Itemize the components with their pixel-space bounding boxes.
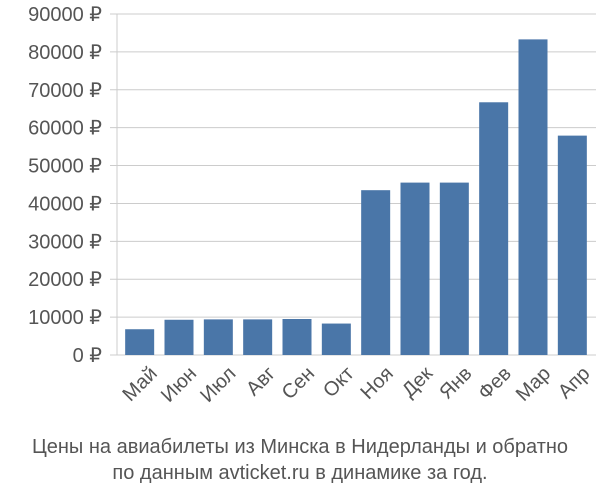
y-tick-label: 60000 ₽ [28, 118, 102, 140]
bar-8 [400, 182, 430, 355]
x-category-label: Фев [474, 363, 516, 405]
y-tick-label: 30000 ₽ [28, 231, 102, 253]
x-category-label: Ноя [357, 363, 398, 404]
caption-line-2: по данным avticket.ru в динамике за год. [112, 462, 488, 484]
bar-3 [203, 319, 233, 355]
bar-6 [321, 323, 351, 355]
y-tick-label: 90000 ₽ [28, 4, 102, 26]
bar-9 [439, 182, 469, 355]
y-tick-label: 40000 ₽ [28, 193, 102, 215]
x-category-label: Дек [398, 362, 437, 401]
bar-5 [282, 319, 312, 355]
bar-7 [361, 190, 391, 355]
bar-4 [243, 319, 273, 355]
bars [125, 39, 587, 355]
y-tick-label: 0 ₽ [73, 345, 103, 367]
x-category-label: Апр [554, 363, 595, 404]
x-category-label: Май [119, 363, 162, 406]
x-category-label: Июн [157, 363, 201, 407]
x-category-label: Янв [435, 363, 476, 404]
x-category-label: Сен [278, 363, 319, 404]
bar-2 [164, 319, 194, 355]
grid-lines [110, 13, 596, 356]
y-tick-label: 50000 ₽ [28, 156, 102, 178]
y-tick-label: 10000 ₽ [28, 307, 102, 329]
y-axis-ticks: 0 ₽ 10000 ₽ 20000 ₽ 30000 ₽ 40000 ₽ 50000 ₽ 60… [28, 4, 102, 367]
x-category-label: Окт [319, 363, 358, 402]
price-bar-chart: 0 ₽ 10000 ₽ 20000 ₽ 30000 ₽ 40000 ₽ 50000 ₽ 60… [28, 4, 596, 407]
bar-12 [557, 135, 587, 355]
y-tick-label: 70000 ₽ [28, 80, 102, 102]
y-tick-label: 20000 ₽ [28, 269, 102, 291]
x-category-label: Авг [242, 363, 280, 401]
caption-line-1: Цены на авиабилеты из Минска в Нидерланд… [31, 436, 569, 458]
x-category-label: Июл [196, 363, 240, 407]
bar-10 [479, 102, 509, 355]
x-category-label: Мар [512, 363, 555, 406]
y-tick-label: 80000 ₽ [28, 42, 102, 64]
bar-1 [125, 329, 155, 355]
bar-11 [518, 39, 548, 355]
